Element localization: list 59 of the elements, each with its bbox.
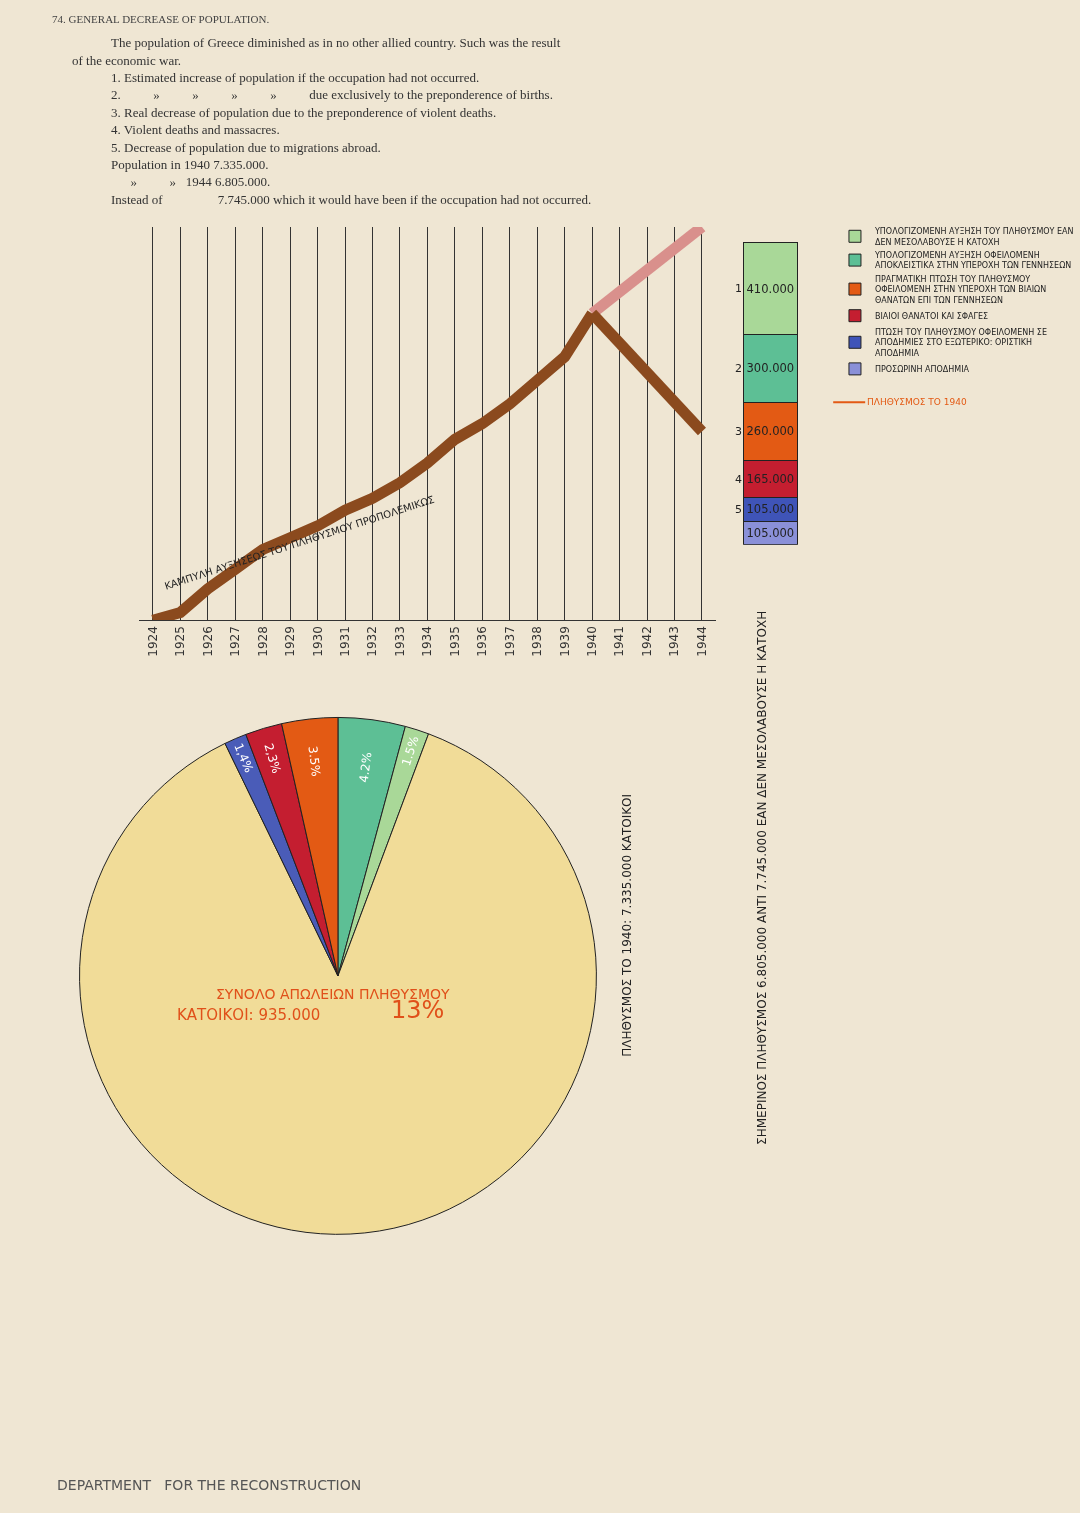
text: 2	[735, 362, 742, 375]
data-label: 105.000	[746, 525, 795, 540]
x-tick-label: 1943	[667, 626, 682, 657]
text: » » 1944 6.805.000.	[111, 174, 271, 189]
legend-label: ΥΠΟΛΟΓΙΖΟΜΕΝΗ ΑΥΞΗΣΗ ΟΦΕΙΛΟΜΕΝΗ ΑΠΟΚΛΕΙΣΤΙΚΑ ΣΤΗΝ ΥΠΕΡΟΧΗ ΤΩΝ ΓΕΝΝΗΣΕΩΝ	[873, 251, 1072, 271]
text: 4. Violent deaths and massacres.	[111, 122, 280, 137]
x-tick-label: 1936	[475, 626, 490, 657]
data-label: 410.000	[746, 281, 795, 296]
x-tick-label: 1925	[173, 626, 188, 657]
x-tick-label: 1942	[639, 626, 654, 657]
data-label: 165.000	[746, 471, 795, 486]
text: DEPARTMENT FOR THE RECONSTRUCTION	[57, 1477, 362, 1493]
text: 4	[735, 473, 742, 486]
x-tick-label: 1939	[557, 626, 572, 657]
legend-label: ΒΙΑΙΟΙ ΘΑΝΑΤΟΙ ΚΑΙ ΣΦΑΓΕΣ	[874, 311, 989, 321]
x-tick-label: 1937	[502, 626, 517, 657]
data-label: 3.5%	[305, 745, 323, 778]
legend-label: ΠΡΑΓΜΑΤΙΚΗ ΠΤΩΣΗ ΤΟΥ ΠΛΗΘΥΣΜΟΥ ΟΦΕΙΛΟΜΕΝΗ ΣΤΗΝ ΥΠΕΡΟΧΗ ΤΩΝ ΒΙΑΙΩΝ ΘΑΝΑΤΩΝ ΕΠΙ ΤΩΝ ΓΕΝΝΗΣΕΩΝ	[874, 274, 1047, 305]
data-label: 4.2%	[356, 751, 375, 784]
x-tick-label: 1926	[200, 626, 215, 657]
x-tick-label: 1940	[585, 626, 600, 657]
text: 5. Decrease of population due to migrations abroad.	[111, 140, 381, 155]
text: 1	[735, 282, 742, 295]
text: ΠΛΗΘΥΣΜΟΣ ΤΟ 1940	[867, 397, 967, 407]
x-tick-label: 1931	[337, 626, 352, 657]
x-tick-label: 1924	[145, 626, 160, 657]
text: 2. » » » » due exclusively to the preponderence of births.	[111, 87, 553, 102]
x-tick-label: 1927	[228, 626, 243, 657]
data-label: 1.5%	[398, 734, 422, 768]
text: of the economic war.	[72, 53, 182, 68]
text: Instead of 7.745.000 which it would have been if the occupation had not occurred.	[111, 192, 592, 207]
text: ΣΗΜΕΡΙΝΟΣ ΠΛΗΘΥΣΜΟΣ 6.805.000 ΑΝΤΙ 7.745.000 ΕΑΝ ΔΕΝ ΜΕΣΟΛΑΒΟΥΣΕ Η ΚΑΤΟΧΗ	[754, 610, 769, 1145]
x-tick-label: 1930	[310, 626, 325, 657]
x-tick-label: 1941	[612, 626, 627, 657]
text: 3. Real decrease of population due to the preponderence of violent deaths.	[111, 105, 497, 120]
text: Population in 1940 7.335.000.	[111, 157, 269, 172]
x-tick-label: 1944	[694, 626, 709, 657]
text: 1. Estimated increase of population if the occupation had not occurred.	[111, 70, 480, 85]
text: ΠΛΗΘΥΣΜΟΣ ΤΟ 1940: 7.335.000 ΚΑΤΟΙΚΟΙ	[619, 793, 634, 1057]
legend-label: ΥΠΟΛΟΓΙΖΟΜΕΝΗ ΑΥΞΗΣΗ ΤΟΥ ΠΛΗΘΥΣΜΟΥ ΕΑΝ ΔΕΝ ΜΕΣΟΛΑΒΟΥΣΕ Η ΚΑΤΟΧΗ	[873, 227, 1074, 247]
data-label: 260.000	[746, 424, 795, 439]
data-label: 105.000	[746, 502, 795, 517]
legend-label: ΠΡΟΣΩΡΙΝΗ ΑΠΟΔΗΜΙΑ	[874, 365, 970, 375]
x-tick-label: 1938	[530, 626, 545, 657]
text: 3	[735, 425, 742, 438]
x-tick-label: 1935	[447, 626, 462, 657]
data-label: 300.000	[746, 361, 795, 376]
x-tick-label: 1933	[392, 626, 407, 657]
data-label: 1,4%	[231, 741, 257, 775]
text: The population of Greece diminished as in no other allied country. Such was the result	[111, 35, 561, 50]
text: 74. GENERAL DECREASE OF POPULATION.	[52, 13, 270, 25]
legend-label: ΠΤΩΣΗ ΤΟΥ ΠΛΗΘΥΣΜΟΥ ΟΦΕΙΛΟΜΕΝΗ ΣΕ ΑΠΟΔΗΜΙΕΣ ΣΤΟ ΕΞΩΤΕΡΙΚΟ: ΟΡΙΣΤΙΚΗ ΑΠΟΔΗΜΙΑ	[874, 328, 1047, 358]
x-tick-label: 1932	[365, 626, 380, 657]
x-tick-label: 1934	[420, 626, 435, 657]
text: 5	[735, 503, 742, 516]
x-tick-label: 1929	[283, 626, 298, 657]
x-tick-label: 1928	[255, 626, 270, 657]
data-label: 2,3%	[261, 741, 284, 776]
text: ΚΑΤΟΙΚΟΙ: 935.000	[177, 1006, 321, 1024]
